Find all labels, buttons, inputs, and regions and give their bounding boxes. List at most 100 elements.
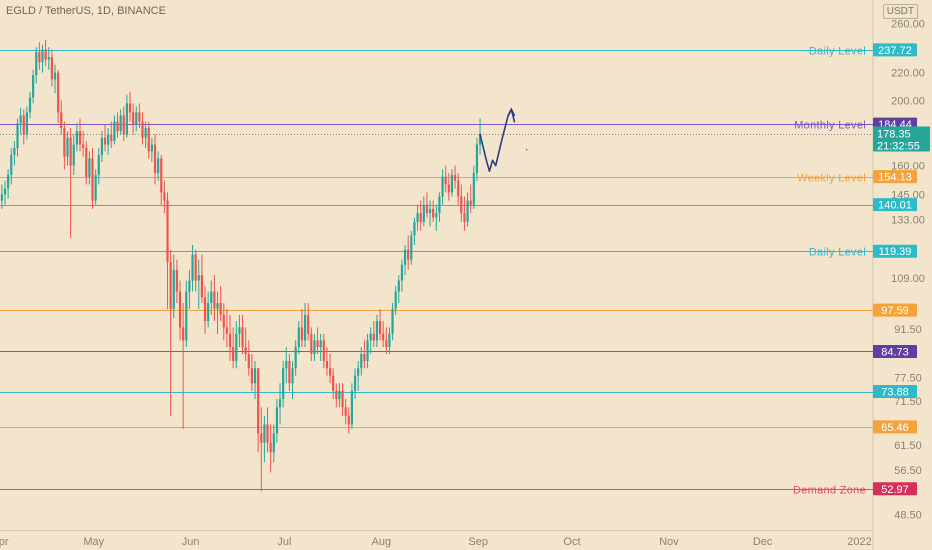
candle — [188, 269, 191, 309]
candle — [172, 254, 175, 319]
candle — [200, 254, 204, 304]
candle — [241, 314, 244, 354]
price-badge-text: 73.88 — [881, 387, 909, 399]
candle — [391, 303, 394, 341]
candle — [422, 196, 425, 227]
candle — [444, 165, 447, 193]
candle-body — [163, 192, 166, 201]
currency-badge[interactable]: USDT — [882, 4, 918, 19]
candle-body — [400, 264, 404, 281]
candle — [335, 383, 338, 408]
candle-body — [41, 49, 44, 63]
candle-body — [19, 115, 22, 124]
candle-body — [385, 340, 388, 348]
candle-body — [319, 340, 322, 348]
candle-body — [257, 368, 260, 434]
candle — [285, 347, 288, 384]
candle — [10, 147, 13, 185]
candle — [425, 192, 429, 218]
candle — [232, 327, 235, 369]
candle — [438, 192, 441, 222]
time-tick-label: Apr — [0, 536, 9, 548]
candle-body — [285, 361, 288, 369]
candle-body — [472, 173, 475, 205]
candle — [272, 424, 275, 463]
candle-body — [203, 297, 207, 322]
time-tick-label: Dec — [753, 536, 773, 548]
candle-body — [207, 303, 210, 322]
candle — [113, 115, 116, 145]
candle — [372, 321, 375, 348]
candle-body — [7, 174, 10, 189]
projection-path — [479, 108, 516, 172]
candle-body — [332, 375, 335, 392]
candle-body — [97, 154, 100, 175]
candle — [310, 327, 313, 362]
candle-body — [113, 121, 116, 142]
candle-body — [3, 188, 7, 195]
candle-body — [35, 52, 38, 76]
candle — [157, 151, 160, 181]
candle-body — [403, 249, 407, 265]
candle-body — [72, 144, 75, 166]
candle-body — [141, 121, 144, 138]
candle-body — [232, 347, 235, 362]
candle-body — [150, 144, 153, 152]
candle — [475, 137, 479, 181]
candle — [160, 154, 163, 205]
candle-body — [307, 314, 310, 334]
candle-body — [435, 213, 438, 218]
candle-body — [447, 184, 450, 193]
candle-body — [457, 180, 460, 197]
candle — [322, 333, 325, 369]
candle — [238, 314, 241, 348]
candle-body — [441, 176, 444, 197]
candle-body — [169, 262, 172, 309]
candle — [394, 285, 397, 315]
candle — [19, 107, 22, 135]
candle-body — [372, 333, 375, 341]
price-tick-label: 160.00 — [891, 161, 925, 173]
candle — [413, 217, 416, 245]
candle-body — [250, 368, 254, 384]
candle-body — [357, 368, 360, 376]
time-tick-label: Nov — [659, 536, 679, 548]
candle-body — [66, 137, 69, 157]
candle-body — [138, 112, 141, 122]
candle-body — [247, 353, 250, 369]
candle-body — [363, 353, 366, 362]
time-tick-label: Jul — [277, 536, 291, 548]
candle-body — [235, 333, 238, 362]
candle-body — [288, 361, 291, 384]
candle-body — [407, 249, 410, 260]
candle — [319, 333, 322, 362]
candle — [357, 361, 360, 392]
candle-body — [194, 254, 197, 281]
candle-body — [88, 158, 91, 177]
candle-body — [82, 144, 85, 148]
price-tick-label: 91.50 — [894, 324, 922, 336]
price-tick-label: 133.00 — [891, 215, 925, 227]
candle — [460, 184, 463, 222]
candle-body — [244, 347, 247, 354]
candle — [144, 121, 147, 148]
candle — [141, 112, 144, 145]
candle — [57, 69, 60, 124]
candle — [360, 347, 363, 376]
candle — [32, 69, 35, 104]
candle — [300, 308, 304, 348]
candle-body — [325, 361, 329, 369]
candle — [344, 399, 347, 425]
candle — [53, 64, 57, 94]
candle — [132, 103, 135, 135]
candle-body — [216, 303, 219, 309]
candle — [275, 399, 279, 443]
candle — [72, 134, 75, 175]
candle-body — [428, 208, 432, 214]
candle-body — [172, 269, 175, 309]
candle-body — [316, 340, 319, 348]
candle — [147, 121, 150, 159]
candle-body — [16, 123, 19, 148]
